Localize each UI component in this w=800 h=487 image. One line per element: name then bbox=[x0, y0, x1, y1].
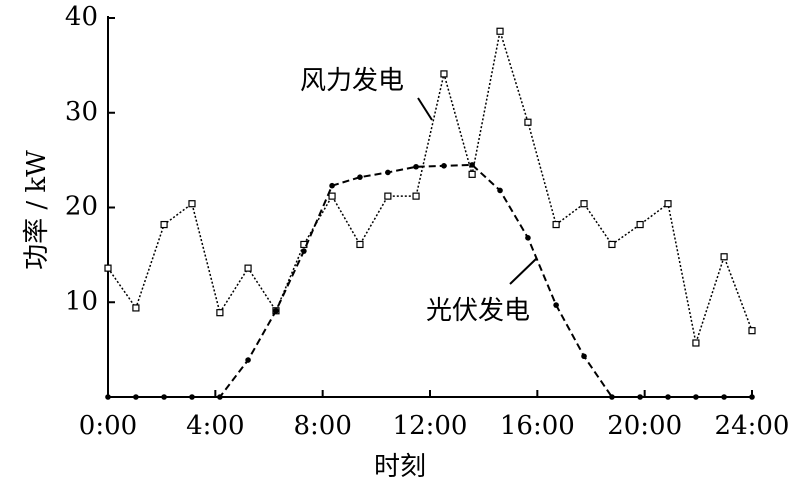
data-point bbox=[160, 220, 168, 229]
x-tick-label: 16:00 bbox=[500, 411, 575, 441]
data-point bbox=[244, 264, 252, 272]
data-point bbox=[105, 394, 111, 400]
data-point bbox=[609, 394, 615, 400]
data-point bbox=[553, 302, 559, 308]
data-point bbox=[665, 394, 671, 400]
data-point bbox=[469, 162, 475, 168]
y-tick-label: 20 bbox=[65, 192, 98, 222]
x-tick-label: 20:00 bbox=[607, 411, 682, 441]
data-point bbox=[552, 220, 560, 229]
data-point bbox=[104, 264, 112, 272]
data-point bbox=[440, 70, 448, 78]
data-point bbox=[581, 353, 587, 360]
data-point bbox=[245, 357, 251, 363]
data-point bbox=[497, 187, 503, 194]
data-point bbox=[525, 235, 531, 241]
x-axis-label: 时刻 bbox=[374, 452, 426, 482]
data-point bbox=[636, 220, 644, 229]
data-point bbox=[748, 327, 756, 335]
x-tick-label: 12:00 bbox=[393, 411, 468, 441]
x-tick-label: 24:00 bbox=[715, 411, 790, 441]
series-annotation: 风力发电 bbox=[300, 66, 404, 96]
data-point bbox=[637, 394, 643, 400]
data-point bbox=[720, 253, 728, 261]
data-point bbox=[441, 163, 447, 169]
data-point bbox=[161, 394, 167, 400]
data-point bbox=[132, 304, 140, 312]
series-line bbox=[107, 31, 753, 346]
data-point bbox=[328, 192, 336, 200]
series-line bbox=[108, 163, 752, 398]
data-point bbox=[692, 339, 700, 347]
data-point bbox=[468, 170, 476, 178]
data-point bbox=[189, 394, 195, 400]
x-tick-label: 0:00 bbox=[79, 411, 137, 441]
data-point bbox=[188, 200, 196, 208]
y-tick-label: 10 bbox=[65, 286, 98, 316]
data-point bbox=[608, 240, 616, 249]
x-tick-label: 4:00 bbox=[186, 411, 244, 441]
data-point bbox=[749, 394, 755, 400]
data-point bbox=[524, 118, 532, 126]
data-point bbox=[412, 192, 420, 200]
data-point bbox=[693, 394, 699, 400]
data-point bbox=[580, 200, 588, 208]
data-point bbox=[357, 174, 363, 180]
leader-line bbox=[417, 97, 433, 121]
data-point bbox=[216, 309, 224, 317]
data-point bbox=[721, 394, 727, 400]
data-point bbox=[217, 394, 223, 400]
data-point bbox=[301, 248, 307, 254]
y-tick-label: 30 bbox=[65, 97, 98, 127]
data-point bbox=[356, 240, 364, 249]
data-point bbox=[133, 394, 139, 400]
data-point bbox=[413, 163, 419, 170]
data-point bbox=[384, 192, 392, 200]
leader-line bbox=[509, 257, 538, 285]
data-point bbox=[664, 200, 672, 208]
data-point bbox=[496, 27, 504, 35]
data-point bbox=[273, 307, 279, 314]
y-tick-label: 40 bbox=[65, 2, 98, 32]
data-point bbox=[385, 169, 391, 176]
series-annotation: 光伏发电 bbox=[426, 296, 530, 326]
x-tick-label: 8:00 bbox=[293, 411, 351, 441]
data-point bbox=[329, 182, 335, 189]
y-axis-label: 功率 / kW bbox=[22, 150, 52, 270]
